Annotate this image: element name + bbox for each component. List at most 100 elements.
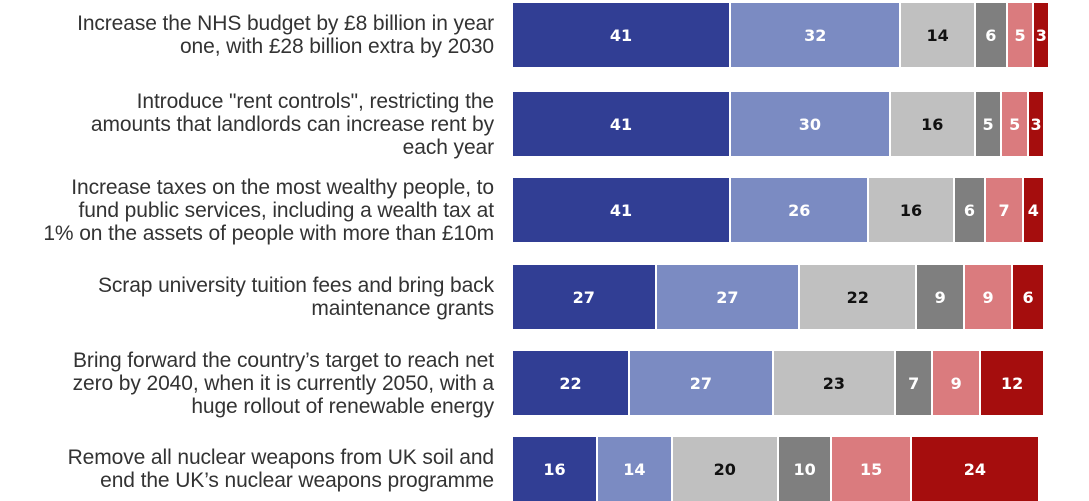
- category-label: Increase taxes on the most wealthy peopl…: [43, 176, 494, 245]
- data-label: 7: [908, 373, 920, 393]
- data-label: 27: [716, 287, 739, 307]
- category-label-line: 1% on the assets of people with more tha…: [43, 222, 494, 245]
- data-label: 41: [609, 25, 633, 45]
- category-label-line: amounts that landlords can increase rent…: [90, 113, 494, 136]
- data-label: 14: [926, 25, 949, 45]
- category-label-line: Bring forward the country’s target to re…: [73, 349, 494, 372]
- data-label: 16: [543, 459, 566, 479]
- bar-segment: 14: [598, 437, 673, 501]
- bar-segment: 20: [672, 437, 779, 501]
- bar-segment: 30: [731, 92, 891, 156]
- bar-segment: 3: [1034, 3, 1051, 67]
- data-label: 27: [689, 373, 712, 393]
- bar-segment: 7: [986, 178, 1024, 242]
- data-label: 3: [1030, 114, 1042, 134]
- bar-segment: 41: [513, 3, 732, 67]
- data-label: 15: [859, 459, 883, 479]
- bar-segment: 22: [800, 265, 918, 329]
- data-label: 24: [963, 459, 986, 479]
- bar-segment: 5: [1007, 3, 1035, 67]
- bar-segment: 27: [630, 351, 774, 415]
- bar-row: Remove all nuclear weapons from UK soil …: [0, 437, 1089, 501]
- data-label: 6: [963, 200, 976, 220]
- data-label: 22: [846, 287, 869, 307]
- bar-segment: 14: [901, 3, 976, 67]
- bar-segment: 10: [779, 437, 833, 501]
- bar-segment: 22: [513, 351, 631, 415]
- bar-segment: 16: [890, 92, 976, 156]
- category-label-line: fund public services, including a wealth…: [78, 199, 494, 222]
- data-label: 32: [804, 25, 827, 45]
- data-label: 14: [623, 459, 646, 479]
- category-label-line: Increase the NHS budget by £8 billion in…: [77, 12, 494, 35]
- bar-segment: 4: [1023, 178, 1045, 242]
- bar-segment: 12: [981, 351, 1045, 415]
- data-label: 41: [609, 114, 633, 134]
- data-label: 26: [788, 200, 811, 220]
- data-label: 10: [793, 459, 816, 479]
- category-label-line: Scrap university tuition fees and bring …: [98, 274, 494, 297]
- bar-segment: 26: [731, 178, 870, 242]
- data-label: 30: [798, 114, 822, 134]
- category-label: Introduce "rent controls", restricting t…: [91, 90, 494, 159]
- data-label: 22: [559, 373, 582, 393]
- bar-segment: 5: [975, 92, 1003, 156]
- data-label: 12: [1000, 373, 1024, 393]
- data-label: 6: [985, 25, 997, 45]
- bar-segment: 41: [513, 92, 732, 156]
- bar-row: Bring forward the country’s target to re…: [0, 349, 1089, 418]
- bar-segment: 9: [933, 351, 982, 415]
- data-label: 6: [1022, 287, 1034, 307]
- bar-segment: 27: [656, 265, 801, 329]
- data-label: 41: [609, 200, 633, 220]
- category-label-line: maintenance grants: [311, 297, 494, 320]
- data-label: 9: [982, 287, 994, 307]
- data-label: 23: [822, 373, 845, 393]
- bar-segment: 16: [513, 437, 599, 501]
- data-label: 5: [1014, 25, 1026, 45]
- bar-segment: 6: [1013, 265, 1045, 329]
- bar-segment: 6: [954, 178, 987, 242]
- bar-segment: 27: [513, 265, 657, 329]
- data-label: 20: [713, 459, 736, 479]
- bar-segment: 24: [912, 437, 1040, 501]
- data-label: 5: [982, 114, 994, 134]
- category-label: Bring forward the country’s target to re…: [73, 349, 494, 418]
- category-label: Increase the NHS budget by £8 billion in…: [77, 12, 494, 58]
- bar-segment: 7: [896, 351, 934, 415]
- category-label-line: Introduce "rent controls", restricting t…: [136, 90, 494, 113]
- category-label-line: end the UK’s nuclear weapons programme: [100, 469, 494, 492]
- bar-segment: 16: [869, 178, 955, 242]
- bar-segment: 9: [965, 265, 1014, 329]
- category-label: Scrap university tuition fees and bring …: [98, 274, 494, 320]
- bar-segment: 41: [513, 178, 732, 242]
- data-label: 16: [899, 200, 923, 220]
- bar-segment: 3: [1029, 92, 1045, 156]
- bar-row: Scrap university tuition fees and bring …: [0, 265, 1089, 329]
- category-label-line: Remove all nuclear weapons from UK soil …: [67, 446, 495, 469]
- bar-segment: 5: [1002, 92, 1030, 156]
- category-label-line: zero by 2040, when it is currently 2050,…: [72, 372, 494, 395]
- bar-row: Increase taxes on the most wealthy peopl…: [0, 176, 1089, 245]
- bar-segment: 9: [917, 265, 966, 329]
- category-label-line: one, with £28 billion extra by 2030: [179, 35, 494, 58]
- data-label: 9: [934, 287, 946, 307]
- bar-segment: 15: [832, 437, 912, 501]
- category-label-line: each year: [402, 136, 494, 159]
- bar-segment: 6: [975, 3, 1008, 67]
- category-label-line: Increase taxes on the most wealthy peopl…: [71, 176, 494, 199]
- data-label: 27: [572, 287, 595, 307]
- category-label-line: huge rollout of renewable energy: [191, 395, 494, 418]
- bar-row: Increase the NHS budget by £8 billion in…: [0, 3, 1089, 67]
- data-label: 4: [1027, 200, 1039, 220]
- bar-segment: 23: [773, 351, 897, 415]
- bar-row: Introduce "rent controls", restricting t…: [0, 90, 1089, 159]
- data-label: 16: [921, 114, 944, 134]
- data-label: 7: [998, 200, 1010, 220]
- bar-segment: 32: [731, 3, 902, 67]
- data-label: 5: [1009, 114, 1021, 134]
- category-label: Remove all nuclear weapons from UK soil …: [67, 446, 495, 492]
- data-label: 3: [1035, 25, 1047, 45]
- data-label: 9: [950, 373, 962, 393]
